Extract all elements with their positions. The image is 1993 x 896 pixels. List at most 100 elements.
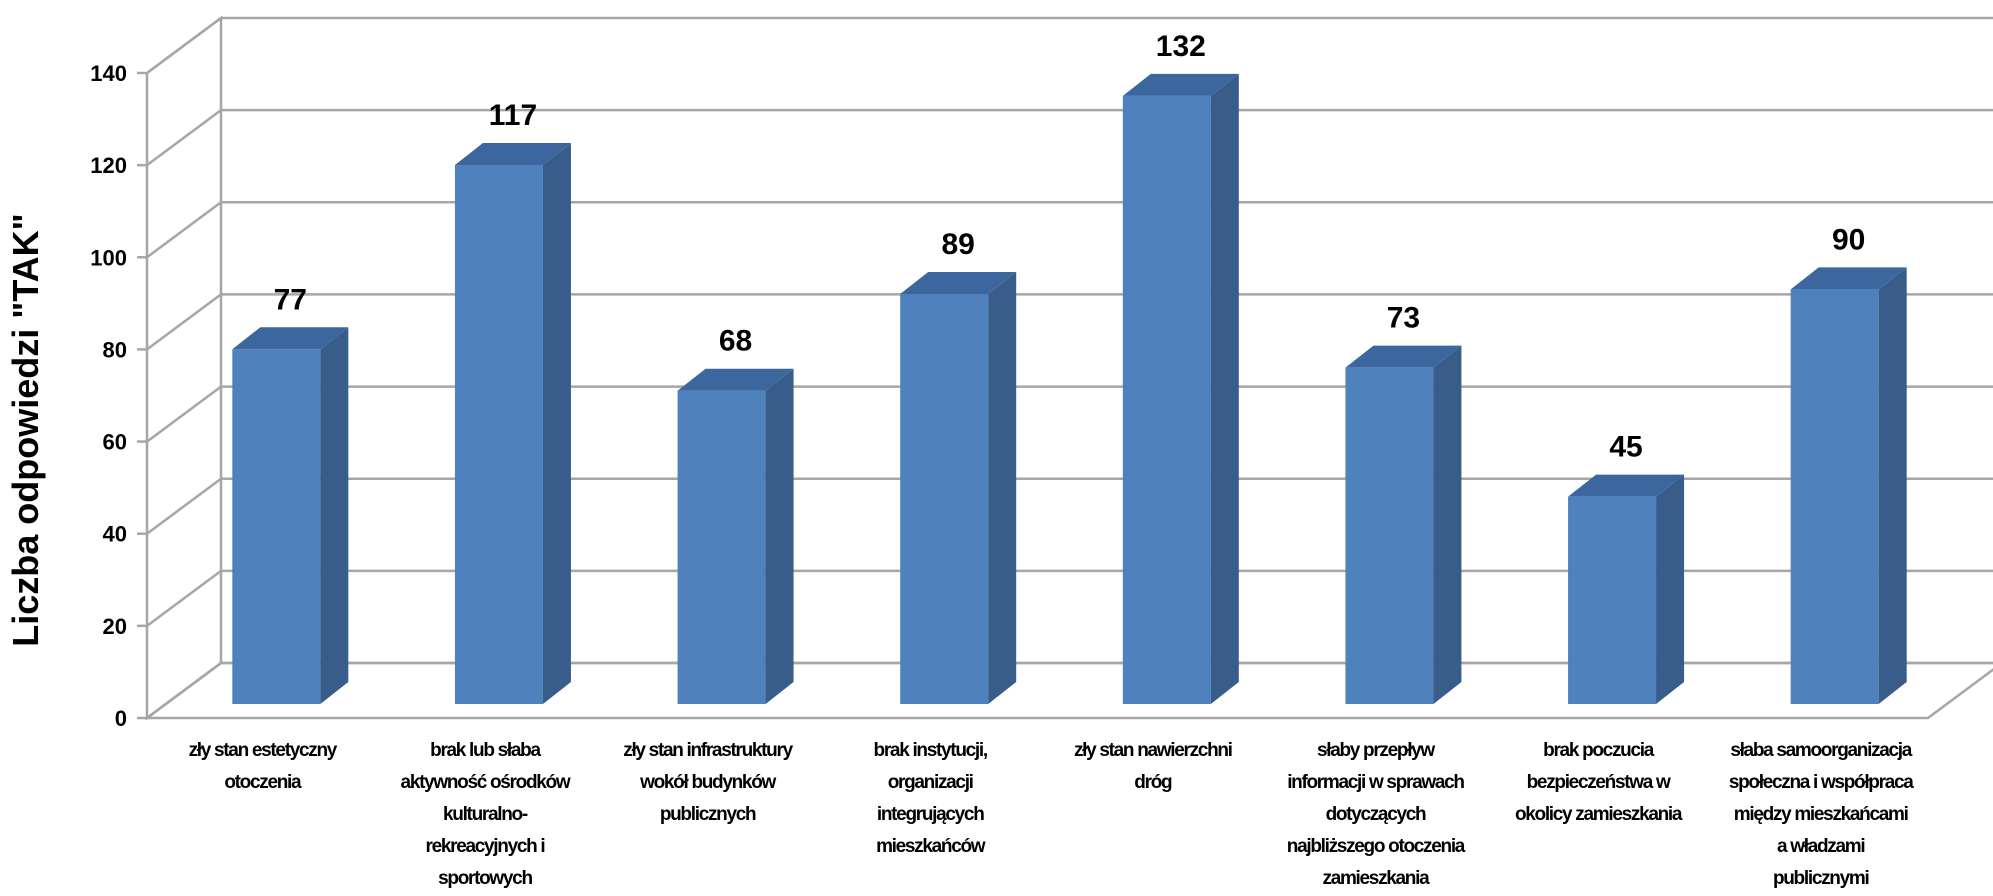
x-tick-label-line: społeczna i współpraca — [1729, 772, 1914, 793]
bar-front — [900, 293, 989, 704]
bar — [1568, 474, 1685, 704]
x-tick-label-line: publicznymi — [1773, 868, 1869, 889]
gridline-diagonal — [146, 385, 222, 443]
x-tick-label-line: brak poczucia — [1543, 740, 1655, 761]
data-label: 89 — [942, 228, 975, 261]
bar — [1122, 73, 1239, 705]
y-tick-label: 0 — [115, 706, 127, 731]
bar-front — [677, 390, 766, 704]
bar-front — [1122, 95, 1211, 705]
x-tick-label-line: brak instytucji, — [874, 740, 988, 761]
x-tick-label-line: kulturalno- — [443, 804, 528, 825]
bar-side — [1878, 267, 1907, 704]
y-tick-label: 60 — [103, 430, 127, 455]
bar — [900, 271, 1017, 704]
bar-top — [1345, 345, 1462, 368]
x-tick-label-line: słaby przepływ — [1317, 740, 1435, 761]
x-tick-label-line: a władzami — [1777, 836, 1864, 857]
y-tick-label: 120 — [90, 153, 127, 178]
side-wall — [145, 15, 223, 721]
x-tick-label-line: sportowych — [438, 868, 532, 889]
bar-front — [232, 349, 321, 704]
bar-top — [677, 368, 794, 391]
x-tick-label-line: integrujących — [877, 804, 984, 825]
data-label: 117 — [489, 99, 537, 132]
y-axis-title: Liczba odpowiedzi "TAK" — [5, 213, 46, 646]
bar-top — [1122, 73, 1239, 96]
axis-layer — [143, 15, 1993, 721]
x-tick-label-line: między mieszkańcami — [1734, 804, 1908, 825]
bar-front — [454, 164, 543, 704]
x-tick-label: zły stan nawierzchni dróg — [1074, 740, 1232, 793]
data-label: 73 — [1387, 302, 1420, 335]
bar-front — [1345, 367, 1434, 704]
x-tick-label-line: informacji w sprawach — [1287, 772, 1464, 793]
x-tick-label: zły stan infrastruktury wokół budynków pub… — [623, 740, 793, 825]
x-tick-label-line: zły stan nawierzchni — [1074, 740, 1232, 761]
data-label: 132 — [1156, 30, 1206, 63]
x-tick-label-line: brak lub słaba — [430, 740, 541, 761]
gridline-diagonal — [146, 293, 222, 351]
bar-side — [1210, 73, 1239, 705]
bar — [1790, 267, 1907, 704]
x-tick-label: brak instytucji, organizacji integrujących… — [874, 740, 988, 857]
y-tick-label: 100 — [90, 245, 127, 270]
gridline-diagonal — [146, 201, 222, 259]
labels-layer: 0 20 40 60 80 100 120 140 77 zły stan estetyczny o… — [90, 30, 1915, 889]
x-tick-label: brak poczucia bezpieczeństwa w okolicy zam… — [1515, 740, 1683, 825]
data-label: 45 — [1609, 431, 1642, 464]
bar — [677, 368, 794, 704]
bar — [454, 142, 571, 704]
grid-layer — [137, 16, 1993, 720]
x-tick-label-line: słaba samoorganizacja — [1730, 740, 1912, 761]
x-tick-label-line: aktywność ośrodków — [401, 772, 571, 793]
x-tick-label: słaby przepływ informacji w sprawach dotyc… — [1287, 740, 1466, 889]
x-tick-label-line: dotyczących — [1326, 804, 1426, 825]
gridline-diagonal — [146, 109, 222, 167]
x-tick-label-line: bezpieczeństwa w — [1527, 772, 1671, 793]
y-tick-label: 40 — [103, 522, 127, 547]
x-tick-label-line: zły stan infrastruktury — [623, 740, 793, 761]
x-tick-label-line: publicznych — [660, 804, 756, 825]
x-tick-label-line: zły stan estetyczny — [189, 740, 338, 761]
gridline-diagonal — [146, 477, 222, 535]
bar-side — [542, 142, 571, 704]
y-tick-label: 140 — [90, 61, 127, 86]
x-tick-label-line: zamieszkania — [1323, 868, 1431, 889]
gridline-diagonal — [146, 569, 222, 627]
bar-side — [765, 368, 794, 704]
bars-layer — [232, 73, 1907, 705]
bar-side — [1656, 474, 1685, 704]
bar-top — [900, 271, 1017, 294]
data-label: 90 — [1832, 223, 1865, 256]
bar-top — [1568, 474, 1685, 497]
data-label: 77 — [274, 283, 307, 316]
bar-front — [1568, 496, 1657, 704]
x-tick-label: zły stan estetyczny otoczenia — [189, 740, 338, 793]
bar-top — [454, 142, 571, 165]
bar — [232, 327, 349, 704]
y-tick-label: 80 — [103, 337, 127, 362]
bar-front — [1790, 289, 1879, 704]
bar-top — [1790, 267, 1907, 290]
x-tick-label-line: okolicy zamieszkania — [1515, 804, 1683, 825]
x-tick-label: słaba samoorganizacja społeczna i współpr… — [1729, 740, 1914, 889]
x-tick-label-line: otoczenia — [224, 772, 302, 793]
x-tick-label-line: wokół budynków — [639, 772, 776, 793]
y-tick-label: 20 — [103, 614, 127, 639]
bar-side — [320, 327, 349, 704]
x-tick-label-line: rekreacyjnych i — [426, 836, 545, 857]
x-tick-label: brak lub słaba aktywność ośrodków kultural… — [401, 740, 571, 889]
x-tick-label-line: mieszkańców — [876, 836, 986, 857]
bar-side — [1433, 345, 1462, 704]
data-label: 68 — [719, 325, 752, 358]
x-tick-label-line: dróg — [1134, 772, 1172, 793]
bar-side — [988, 271, 1017, 704]
x-tick-label-line: organizacji — [888, 772, 973, 793]
floor — [143, 661, 1993, 720]
bar — [1345, 345, 1462, 704]
bar-top — [232, 327, 349, 350]
x-tick-label-line: najbliższego otoczenia — [1287, 836, 1466, 857]
